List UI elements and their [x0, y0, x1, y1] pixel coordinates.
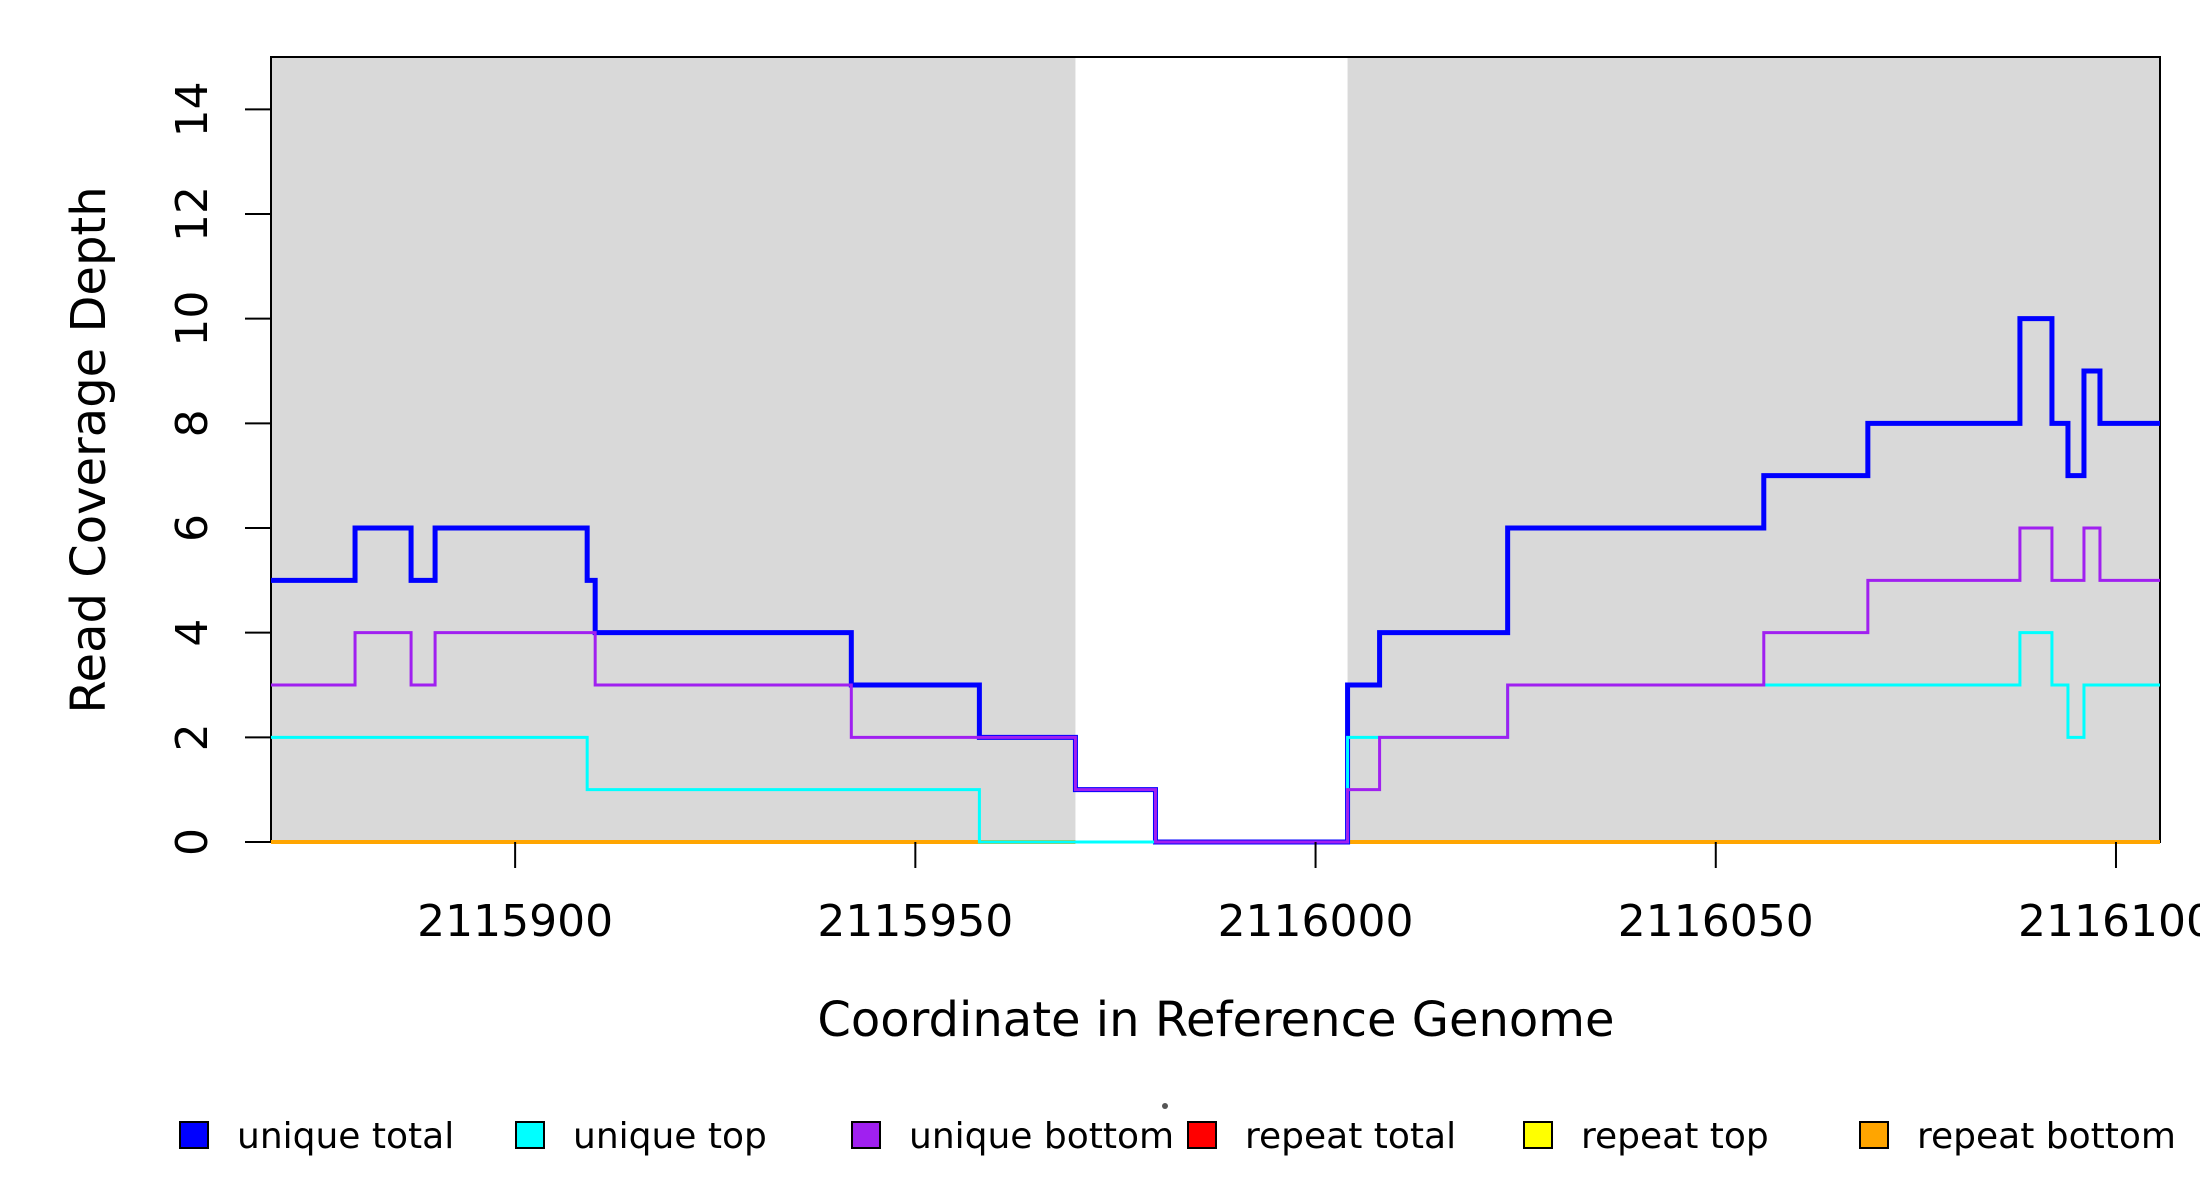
y-tick-label: 10 [167, 291, 218, 347]
legend-label-repeat-total: repeat total [1245, 1116, 1456, 1157]
y-tick-label: 4 [167, 619, 218, 647]
x-axis-title: Coordinate in Reference Genome [817, 992, 1614, 1048]
x-tick-label: 2116100 [2018, 896, 2200, 947]
legend-label-unique-top: unique top [573, 1116, 767, 1157]
axes-layer: 2115900 2115950 2116000 2116050 2116100 0 2 4 6 8… [167, 81, 2200, 947]
x-tick-label: 2116000 [1218, 896, 1414, 947]
legend-swatch-repeat-bottom [1859, 1121, 1889, 1149]
legend-swatch-unique-total [179, 1121, 209, 1149]
legend-item-unique-top: unique top [515, 1116, 767, 1157]
y-tick-label: 2 [167, 723, 218, 751]
y-tick-label: 8 [167, 409, 218, 437]
legend-label-unique-bottom: unique bottom [909, 1116, 1174, 1157]
legend-label-repeat-bottom: repeat bottom [1917, 1116, 2176, 1157]
legend-swatch-repeat-total [1187, 1121, 1217, 1149]
legend-label-repeat-top: repeat top [1581, 1116, 1769, 1157]
legend-label-unique-total: unique total [237, 1116, 454, 1157]
legend-item-unique-total: unique total [179, 1116, 454, 1157]
series-lines-layer [271, 316, 2160, 845]
legend-item-unique-bottom: unique bottom [851, 1116, 1174, 1157]
legend: unique total unique top unique bottom repea… [179, 1116, 2176, 1157]
shaded-regions-layer [271, 57, 2160, 842]
legend-swatch-unique-bottom [851, 1121, 881, 1149]
stray-dot [1162, 1103, 1168, 1109]
series-line-unique-bottom [271, 526, 2160, 844]
x-tick-label: 2116050 [1618, 896, 1814, 947]
y-tick-label: 14 [167, 81, 218, 137]
y-axis-title: Read Coverage Depth [61, 186, 117, 713]
y-tick-label: 6 [167, 514, 218, 542]
y-tick-label: 0 [167, 828, 218, 856]
legend-item-repeat-bottom: repeat bottom [1859, 1116, 2176, 1157]
x-tick-label: 2115900 [417, 896, 613, 947]
shaded-region [271, 57, 1076, 842]
legend-item-repeat-top: repeat top [1523, 1116, 1769, 1157]
legend-swatch-unique-top [515, 1121, 545, 1149]
legend-swatch-repeat-top [1523, 1121, 1553, 1149]
x-tick-label: 2115950 [817, 896, 1013, 947]
legend-item-repeat-total: repeat total [1187, 1116, 1456, 1157]
shaded-region [1347, 57, 2160, 842]
y-tick-label: 12 [167, 186, 218, 242]
